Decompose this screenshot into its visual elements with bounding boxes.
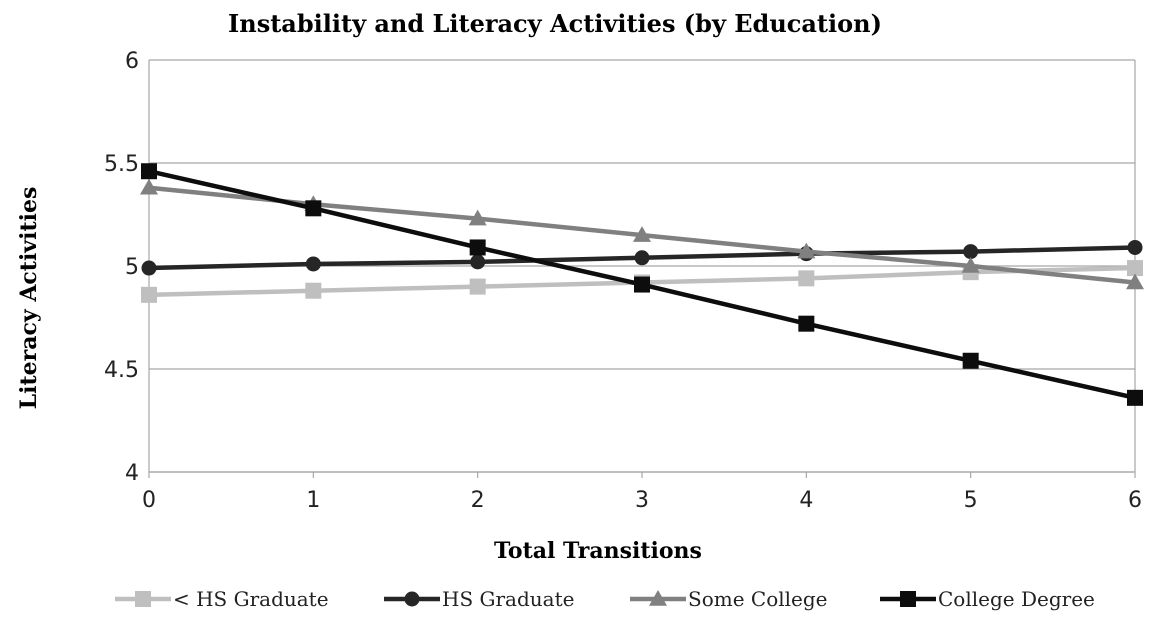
data-point-marker [963, 244, 979, 260]
series-group [140, 163, 1144, 406]
legend-marker-swatch [900, 591, 916, 607]
legend-item: College Degree [880, 587, 1095, 611]
data-point-marker [797, 242, 816, 259]
x-tick-label: 2 [471, 488, 485, 513]
data-point-marker [634, 250, 650, 266]
data-point-marker [469, 278, 486, 295]
y-tick-label: 4.5 [104, 358, 139, 383]
data-point-marker [633, 226, 651, 242]
data-point-marker [305, 256, 321, 272]
legend-marker-swatch [404, 591, 420, 607]
data-point-marker [798, 315, 815, 332]
x-tick-label: 5 [964, 488, 978, 513]
data-point-marker [961, 257, 980, 273]
data-point-marker [962, 352, 979, 369]
data-point-marker [141, 163, 157, 180]
data-point-marker [468, 209, 487, 226]
y-tick-label: 6 [125, 49, 139, 74]
data-point-marker [470, 254, 486, 270]
data-point-marker [305, 200, 322, 217]
x-tick-label: 0 [142, 488, 156, 513]
series-1 [141, 239, 1143, 276]
data-point-marker [140, 178, 158, 195]
data-point-marker [305, 282, 322, 299]
legend-label: HS Graduate [442, 587, 574, 611]
y-tick-labels: 4 4.5 5 5.5 6 [104, 49, 139, 486]
data-point-marker [1127, 389, 1143, 406]
data-point-marker [798, 270, 815, 287]
legend-item: < HS Graduate [115, 587, 329, 611]
legend-label: < HS Graduate [173, 587, 329, 611]
legend-marker-swatch [135, 591, 151, 607]
legend: < HS Graduate HS Graduate Some College Coll… [115, 587, 1095, 611]
x-axis-title: Total Transitions [494, 538, 702, 564]
data-point-marker [141, 260, 157, 276]
x-tick-label: 4 [799, 488, 813, 513]
y-axis-title: Literacy Activities [16, 187, 42, 410]
data-point-marker [1126, 273, 1144, 290]
legend-label: Some College [688, 587, 828, 611]
series-3 [141, 163, 1143, 406]
data-point-marker [634, 276, 650, 293]
data-point-marker [1127, 239, 1143, 255]
x-tick-label: 1 [306, 488, 320, 513]
data-point-marker [141, 286, 157, 303]
y-tick-label: 4 [125, 461, 139, 486]
legend-item: HS Graduate [384, 587, 574, 611]
legend-label: College Degree [938, 587, 1095, 611]
chart-title: Instability and Literacy Activities (by … [228, 9, 882, 38]
legend-item: Some College [630, 587, 828, 611]
y-tick-label: 5 [125, 255, 139, 280]
y-tick-label: 5.5 [104, 152, 139, 177]
x-tick-label: 3 [635, 488, 649, 513]
x-tick-labels: 0 1 2 3 4 5 6 [142, 488, 1142, 513]
x-tick-label: 6 [1128, 488, 1142, 513]
data-point-marker [469, 239, 486, 256]
data-point-marker [1127, 260, 1143, 277]
legend-marker-swatch [649, 590, 667, 606]
